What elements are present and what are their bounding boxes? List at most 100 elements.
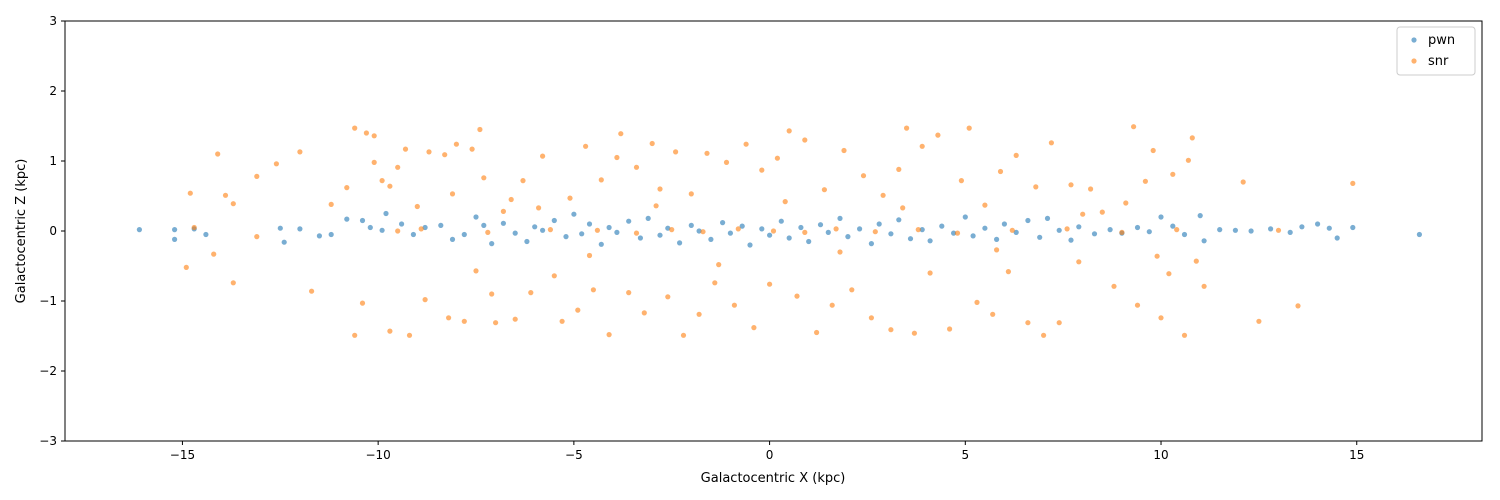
snr-point xyxy=(273,161,279,167)
pwn-point xyxy=(172,227,178,233)
snr-point xyxy=(915,227,921,233)
snr-point xyxy=(500,208,506,214)
snr-point xyxy=(493,320,499,326)
x-tick-label: −10 xyxy=(365,448,390,462)
snr-point xyxy=(896,166,902,172)
snr-point xyxy=(649,140,655,147)
pwn-point xyxy=(1068,237,1074,243)
snr-point xyxy=(426,149,432,155)
snr-point xyxy=(1275,227,1282,233)
pwn-point xyxy=(868,241,875,247)
pwn-point xyxy=(1158,214,1164,220)
snr-point xyxy=(1013,152,1019,158)
y-axis-ticks: −3 −2 −1 0 1 2 3 xyxy=(39,14,65,448)
pwn-point xyxy=(1334,235,1340,241)
x-tick-label: 0 xyxy=(766,448,774,462)
snr-point xyxy=(641,310,647,316)
snr-point xyxy=(669,227,675,233)
snr-point xyxy=(1158,315,1164,321)
snr-point xyxy=(187,190,193,196)
pwn-point xyxy=(579,231,585,237)
pwn-point xyxy=(571,211,577,217)
snr-point xyxy=(966,125,972,131)
snr-point xyxy=(536,205,542,211)
snr-point xyxy=(1193,258,1199,264)
pwn-point xyxy=(888,231,894,237)
snr-point xyxy=(786,128,792,134)
x-tick-label: 10 xyxy=(1153,448,1168,462)
snr-point xyxy=(211,251,217,257)
pwn-point xyxy=(1268,226,1274,232)
snr-point xyxy=(947,326,953,332)
pwn-point xyxy=(837,215,843,221)
snr-point xyxy=(414,203,420,210)
snr-point xyxy=(371,133,377,139)
snr-point xyxy=(230,201,236,207)
snr-point xyxy=(673,149,679,155)
pwn-point xyxy=(563,234,569,240)
pwn-point xyxy=(1315,221,1321,227)
x-tick-label: −15 xyxy=(170,448,195,462)
snr-point xyxy=(520,178,526,184)
snr-point xyxy=(1185,157,1191,163)
snr-point xyxy=(297,149,303,155)
snr-point xyxy=(1009,227,1015,233)
legend: pwn snr xyxy=(1396,26,1476,76)
snr-point xyxy=(481,175,487,181)
snr-point xyxy=(657,186,663,192)
snr-point xyxy=(614,154,620,161)
snr-point xyxy=(446,315,452,321)
pwn-point xyxy=(367,224,373,231)
pwn-point xyxy=(277,225,283,231)
pwn-point xyxy=(645,215,651,221)
snr-point xyxy=(802,229,808,235)
pwn-point xyxy=(857,226,863,232)
pwn-point xyxy=(359,217,366,224)
pwn-point xyxy=(626,218,632,224)
snr-point xyxy=(743,141,749,147)
snr-point xyxy=(359,300,366,306)
snr-point xyxy=(872,229,878,235)
snr-point xyxy=(1025,320,1031,326)
snr-point xyxy=(653,203,659,209)
snr-point xyxy=(904,125,910,131)
snr-point xyxy=(770,228,777,234)
snr-point xyxy=(406,332,413,338)
pwn-point xyxy=(316,233,322,239)
snr-point xyxy=(540,153,546,159)
pwn-point xyxy=(1076,224,1082,230)
pwn-point xyxy=(489,241,495,247)
snr-point xyxy=(379,178,385,184)
pwn-point xyxy=(328,231,334,238)
snr-point xyxy=(1064,226,1070,232)
snr-point xyxy=(716,262,722,268)
pwn-point xyxy=(747,242,753,248)
pwn-point xyxy=(1181,231,1188,238)
legend-marker-pwn xyxy=(1411,37,1417,43)
snr-point xyxy=(1134,302,1141,308)
snr-point xyxy=(751,325,757,331)
pwn-point xyxy=(962,214,968,220)
pwn-point xyxy=(1232,227,1238,233)
snr-point xyxy=(1041,332,1047,338)
snr-point xyxy=(1111,283,1117,289)
x-tick-label: 5 xyxy=(961,448,969,462)
snr-point xyxy=(512,316,518,322)
snr-point xyxy=(919,143,925,149)
pwn-point xyxy=(927,238,933,244)
pwn-point xyxy=(665,225,671,231)
snr-point xyxy=(814,329,820,336)
snr-point xyxy=(395,164,401,170)
snr-point xyxy=(489,291,495,297)
snr-point xyxy=(449,191,456,197)
snr-point xyxy=(774,155,781,161)
snr-point xyxy=(997,168,1004,175)
pwn-point xyxy=(1197,213,1203,219)
snr-point xyxy=(254,173,260,179)
pwn-point xyxy=(540,227,546,233)
pwn-point xyxy=(907,236,914,242)
pwn-point xyxy=(1044,215,1051,221)
pwn-point xyxy=(1287,229,1293,235)
snr-point xyxy=(1080,211,1086,217)
